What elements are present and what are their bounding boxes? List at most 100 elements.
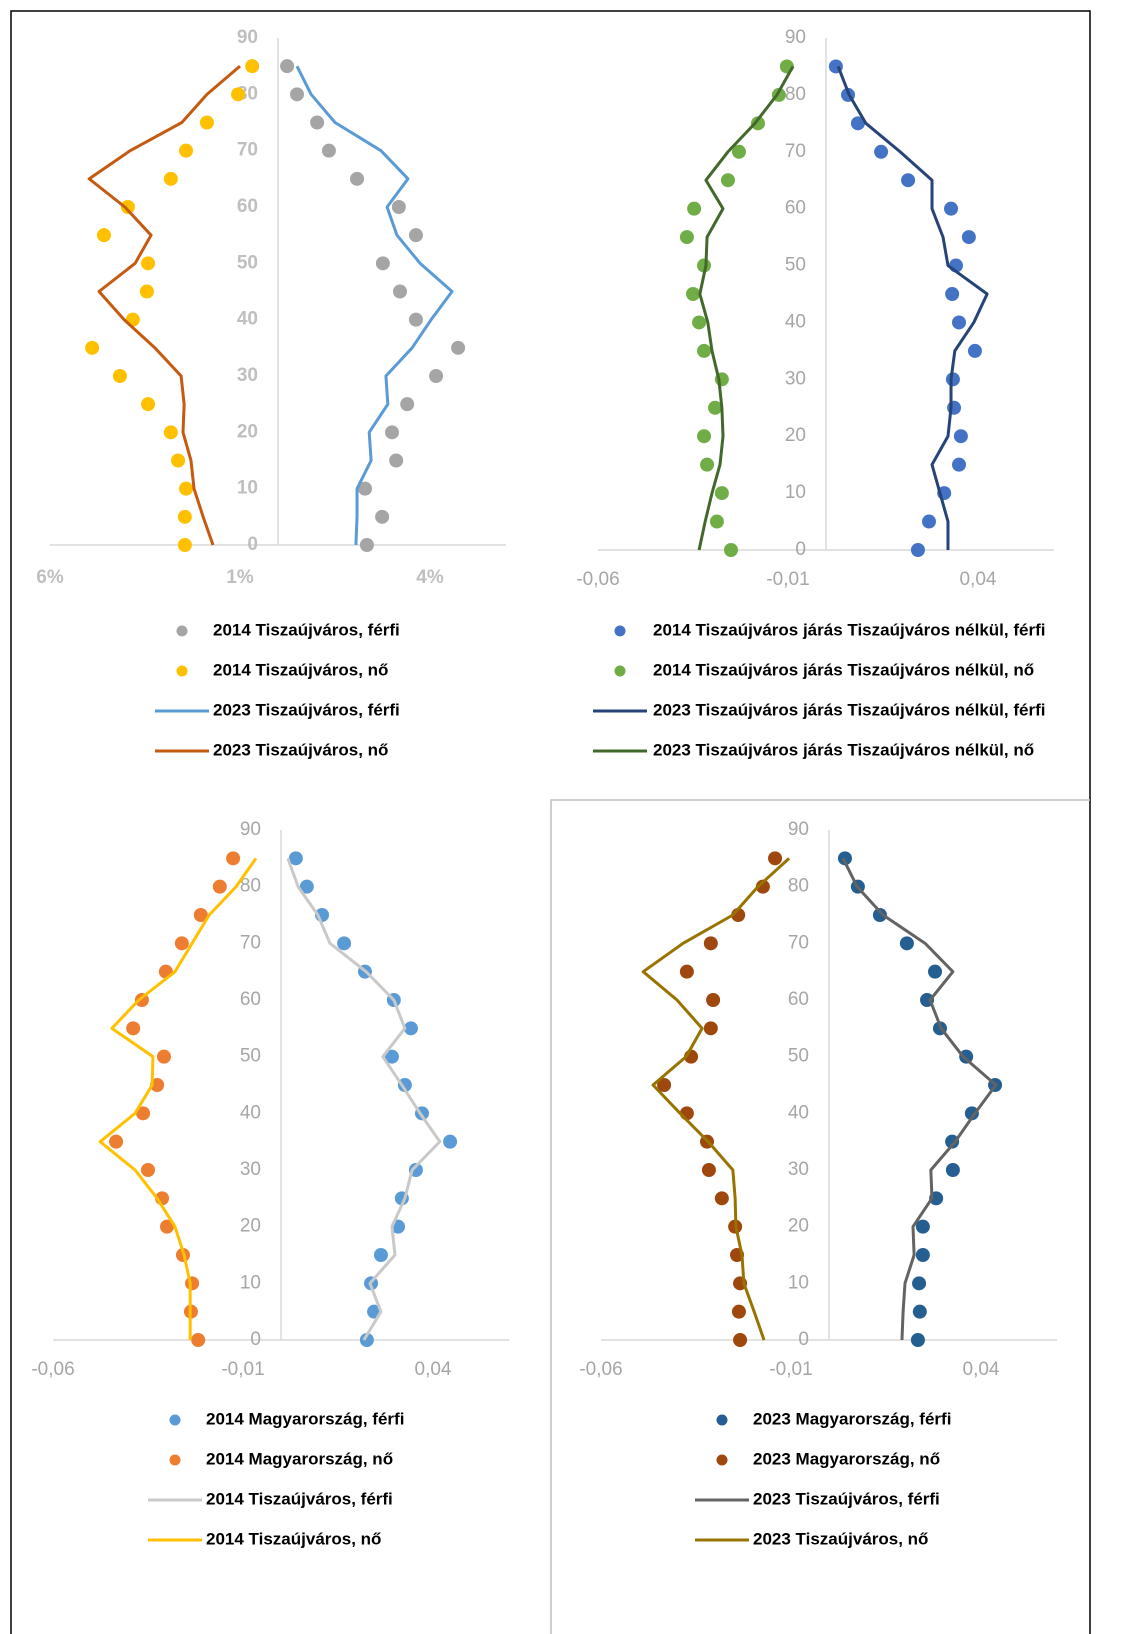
legend-marker <box>176 625 188 637</box>
point <box>912 1276 927 1291</box>
y-tick-label: 0 <box>795 539 806 560</box>
point <box>657 1078 672 1092</box>
point <box>964 1106 979 1121</box>
point <box>899 936 914 951</box>
point <box>921 514 936 529</box>
point <box>692 315 707 330</box>
y-tick-label: 50 <box>788 1046 809 1067</box>
y-tick-label: 50 <box>785 255 806 276</box>
y-tick-label: 10 <box>788 1272 809 1293</box>
point <box>700 457 715 472</box>
point <box>174 936 189 951</box>
y-tick-label: 30 <box>788 1159 809 1180</box>
point <box>959 1049 974 1064</box>
point <box>687 201 702 216</box>
point <box>226 851 241 866</box>
point <box>451 340 466 355</box>
y-tick-label: 90 <box>237 27 258 48</box>
point <box>850 116 865 131</box>
y-tick-label: 90 <box>785 27 806 48</box>
series-line <box>641 857 791 1341</box>
legend-label: 2023 Tiszaújváros, férfi <box>213 700 400 719</box>
point <box>193 908 208 922</box>
series-line <box>295 65 454 546</box>
point <box>952 457 966 472</box>
point <box>706 993 721 1007</box>
y-tick-label: 10 <box>240 1272 261 1293</box>
point <box>231 87 246 102</box>
point <box>179 143 194 158</box>
legend-label: 2023 Tiszaújváros, nő <box>753 1529 928 1548</box>
point <box>288 851 303 866</box>
y-tick-label: 20 <box>788 1216 809 1237</box>
x-tick-label: 6% <box>36 567 64 588</box>
y-tick-label: 60 <box>240 989 261 1010</box>
point <box>755 879 770 894</box>
point <box>373 1248 388 1262</box>
point <box>120 200 135 214</box>
y-tick-label: 20 <box>240 1216 261 1237</box>
point <box>724 543 738 557</box>
y-tick-label: 10 <box>237 478 258 499</box>
point <box>139 284 154 299</box>
x-tick-label: -0,01 <box>769 1359 812 1380</box>
legend-label: 2014 Tiszaújváros, férfi <box>206 1489 393 1508</box>
point <box>720 173 735 188</box>
point <box>910 543 925 557</box>
point <box>429 369 444 383</box>
point <box>397 1078 412 1092</box>
point <box>408 312 423 327</box>
point <box>714 1191 729 1206</box>
x-tick-label: 0,04 <box>960 569 997 590</box>
point <box>708 400 723 415</box>
point <box>141 256 156 271</box>
point <box>701 1163 716 1177</box>
point <box>912 1304 927 1319</box>
y-tick-label: 80 <box>240 876 261 897</box>
point <box>709 514 724 529</box>
x-tick-label: -0,06 <box>579 1359 622 1380</box>
point <box>679 230 694 245</box>
point <box>384 1049 399 1064</box>
legend-label: 2023 Magyarország, nő <box>753 1449 940 1468</box>
point <box>915 1248 930 1262</box>
point <box>403 1021 418 1036</box>
point <box>731 1304 746 1319</box>
point <box>245 59 260 74</box>
y-tick-label: 90 <box>240 819 261 840</box>
series-line <box>87 65 241 546</box>
panel-frame <box>550 799 1090 1634</box>
point <box>391 200 406 214</box>
point <box>944 201 959 216</box>
frame <box>10 10 1091 1634</box>
point <box>731 144 746 159</box>
legend-label: 2014 Magyarország, nő <box>206 1449 393 1468</box>
x-tick-label: 4% <box>416 567 444 588</box>
y-tick-label: 50 <box>237 252 258 273</box>
point <box>714 486 729 501</box>
legend-label: 2014 Tiszaújváros járás Tiszaújváros nél… <box>653 620 1045 639</box>
y-tick-label: 40 <box>788 1102 809 1123</box>
y-tick-label: 80 <box>788 876 809 897</box>
legend-label: 2014 Magyarország, férfi <box>206 1409 404 1428</box>
legend-label: 2014 Tiszaújváros, nő <box>206 1529 381 1548</box>
series-line <box>836 65 989 550</box>
point <box>901 173 916 188</box>
y-tick-label: 30 <box>237 365 258 386</box>
point <box>952 315 966 330</box>
y-tick-label: 60 <box>785 198 806 219</box>
point <box>358 481 373 496</box>
point <box>136 1106 151 1121</box>
y-tick-label: 70 <box>785 141 806 162</box>
y-tick-label: 0 <box>250 1329 261 1350</box>
point <box>141 1163 155 1177</box>
point <box>945 372 960 387</box>
point <box>837 851 852 866</box>
point <box>697 429 712 444</box>
point <box>874 144 889 159</box>
y-tick-label: 10 <box>785 482 806 503</box>
point <box>160 1219 174 1234</box>
point <box>872 908 887 922</box>
point <box>443 1134 458 1149</box>
